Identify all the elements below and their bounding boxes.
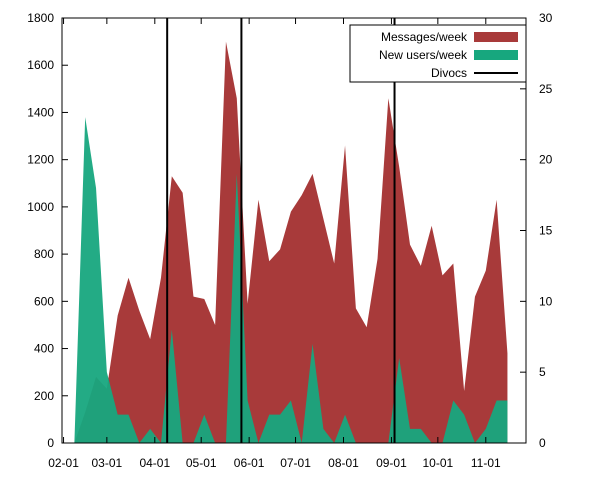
x-tick-label: 03-01 — [92, 456, 123, 470]
right-tick-label: 0 — [539, 436, 546, 450]
right-tick-label: 5 — [539, 365, 546, 379]
legend-swatch-new-users-week — [474, 50, 518, 60]
axes-layer: 0 200 400 600 800 1000 1200 1400 1600 1800 0 5 10 15 2… — [27, 11, 552, 470]
right-tick-label: 15 — [539, 224, 553, 238]
legend: Messages/week New users/week Divocs — [349, 24, 527, 83]
legend-swatch-messages-week — [474, 32, 518, 42]
left-tick-label: 1800 — [27, 11, 54, 25]
left-tick-label: 1400 — [27, 105, 54, 119]
right-tick-label: 20 — [539, 153, 553, 167]
area-series-new-users-week — [63, 117, 508, 444]
left-tick-label: 1600 — [27, 58, 54, 72]
left-tick-label: 800 — [34, 247, 54, 261]
series-layer — [63, 41, 508, 444]
legend-label-new-users-week: New users/week — [379, 48, 468, 62]
left-tick-label: 0 — [47, 436, 54, 450]
left-tick-label: 1000 — [27, 200, 54, 214]
x-tick-label: 02-01 — [48, 456, 79, 470]
legend-label-divocs: Divocs — [431, 66, 467, 80]
x-tick-label: 04-01 — [139, 456, 170, 470]
right-tick-label: 10 — [539, 294, 553, 308]
left-tick-label: 1200 — [27, 153, 54, 167]
left-tick-label: 400 — [34, 342, 54, 356]
x-tick-label: 06-01 — [234, 456, 265, 470]
x-tick-label: 11-01 — [471, 456, 501, 470]
divocs-layer — [166, 18, 396, 443]
left-tick-label: 600 — [34, 294, 54, 308]
x-tick-label: 05-01 — [186, 456, 217, 470]
left-tick-label: 200 — [34, 389, 54, 403]
area-series-messages-week — [74, 41, 508, 444]
legend-label-messages-week: Messages/week — [381, 30, 468, 44]
x-tick-label: 08-01 — [328, 456, 359, 470]
right-tick-label: 30 — [539, 11, 553, 25]
x-tick-label: 10-01 — [422, 456, 453, 470]
x-tick-label: 07-01 — [280, 456, 311, 470]
x-tick-label: 09-01 — [376, 456, 407, 470]
right-tick-label: 25 — [539, 82, 553, 96]
